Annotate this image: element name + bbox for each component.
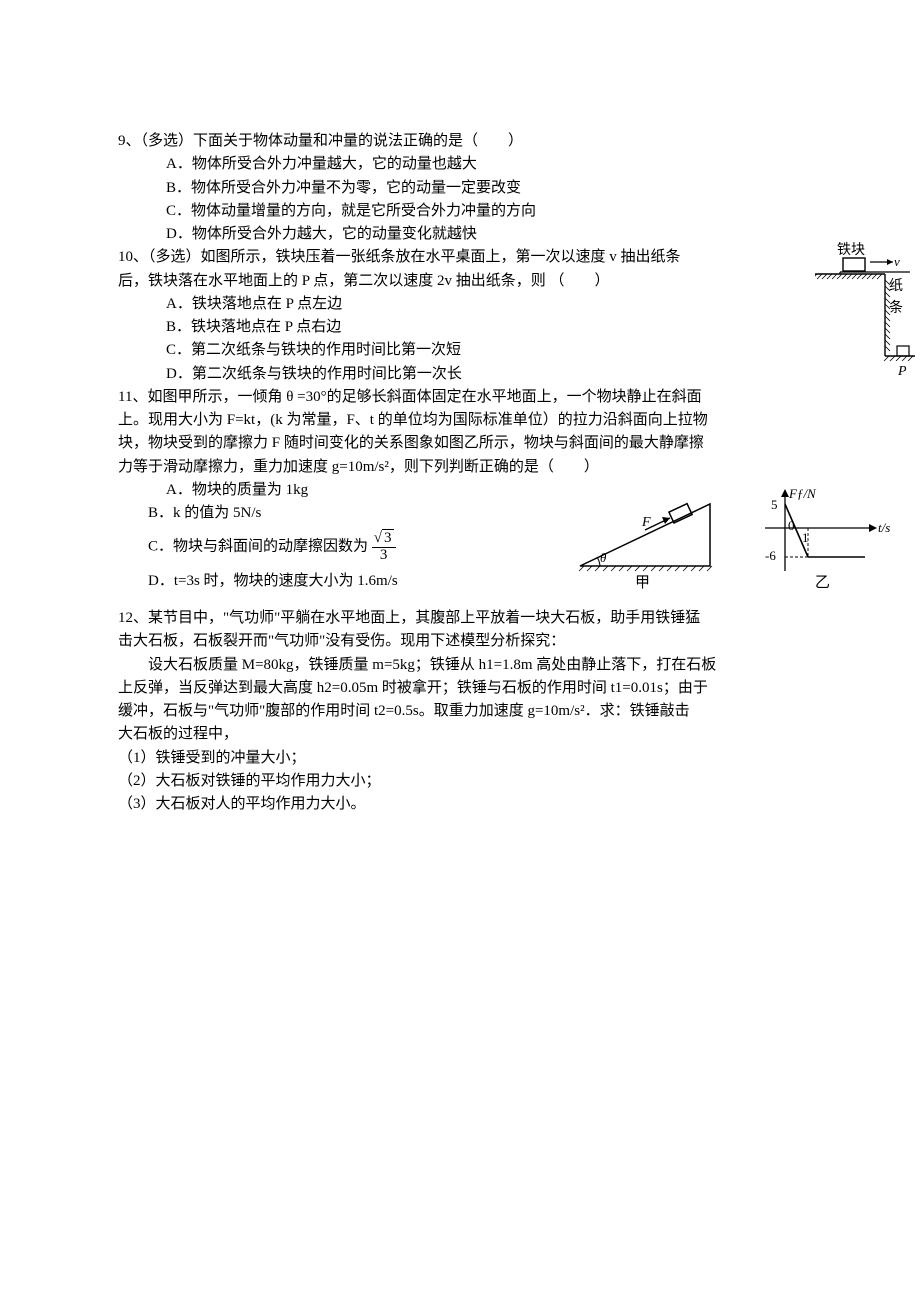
q12-sub2: （2）大石板对铁锤的平均作用力大小； (118, 770, 820, 793)
q11-fig-incline (570, 486, 725, 586)
q11-fig-left-caption: 甲 (635, 572, 650, 595)
q11-theta-label: θ (600, 548, 606, 568)
q9-options: A．物体所受合外力冲量越大，它的动量也越大 B．物体所受合外力冲量不为零，它的动… (118, 153, 820, 246)
q9-opt-d: D．物体所受合外力越大，它的动量变化就越快 (166, 223, 820, 246)
q10-number: 10、 (118, 249, 148, 265)
q11-xlabel: t/s (878, 518, 890, 538)
q12-para4: 大石板的过程中， (118, 723, 820, 746)
q11-stem2: 上。现用大小为 F=kt，(k 为常量，F、t 的单位均为国际标准单位）的拉力沿… (118, 409, 820, 432)
q10-tag: （多选） (148, 249, 201, 265)
q11-fig-right-caption: 乙 (815, 572, 830, 595)
q11-ybottom: -6 (765, 546, 776, 566)
q9-opt-c: C．物体动量增量的方向，就是它所受合外力冲量的方向 (166, 200, 820, 223)
question-9: 9、（多选）下面关于物体动量和冲量的说法正确的是（ ） A．物体所受合外力冲量越… (118, 130, 820, 246)
q11-text1: 如图甲所示，一倾角 θ =30°的足够长斜面体固定在水平地面上，一个物块静止在斜… (147, 389, 701, 405)
q11-origin: 0 (788, 516, 795, 536)
q11-opt-c-frac: √3 3 (372, 531, 396, 564)
q12-stem2: 击大石板，石板裂开而"气功师"没有受伤。现用下述模型分析探究： (118, 630, 820, 653)
q10-v-label: v (894, 252, 900, 272)
q11-opt-c: C．物块与斜面间的动摩擦因数为 √3 3 (148, 531, 560, 564)
q9-stem: 9、（多选）下面关于物体动量和冲量的说法正确的是（ ） (118, 130, 820, 153)
q10-text1: 如图所示，铁块压着一张纸条放在水平桌面上，第一次以速度 v 抽出纸条 (201, 249, 681, 265)
q12-subquestions: （1）铁锤受到的冲量大小； （2）大石板对铁锤的平均作用力大小； （3）大石板对… (118, 747, 820, 817)
q11-opt-b: B．k 的值为 5N/s (148, 502, 560, 525)
q11-F-label: F (642, 512, 651, 534)
q12-sub3: （3）大石板对人的平均作用力大小。 (118, 793, 820, 816)
q10-stem-line2: 后，铁块落在水平地面上的 P 点，第二次以速度 2v 抽出纸条，则 （ ） (118, 270, 820, 293)
q10-strip-label: 纸条 (889, 276, 915, 319)
question-11: 11、如图甲所示，一倾角 θ =30°的足够长斜面体固定在水平地面上，一个物块静… (118, 386, 820, 593)
q11-stem3: 块，物块受到的摩擦力 F 随时间变化的关系图象如图乙所示，物块与斜面间的最大静摩… (118, 432, 820, 455)
q11-c-num: 3 (382, 529, 394, 546)
q11-number: 11、 (118, 389, 147, 405)
q10-opt-a: A．铁块落地点在 P 点左边 (166, 293, 820, 316)
q11-figures: F θ 甲 Fƒ/N t/s 5 0 1 -6 乙 (570, 486, 890, 606)
q11-xtick: 1 (802, 528, 809, 548)
q11-ytop: 5 (771, 495, 778, 515)
q12-sub1: （1）铁锤受到的冲量大小； (118, 747, 820, 770)
q12-text1: 某节目中，"气功师"平躺在水平地面上，其腹部上平放着一块大石板，助手用铁锤猛 (148, 610, 700, 626)
q11-opt-a: A．物块的质量为 1kg (166, 479, 560, 502)
q11-opt-d: D．t=3s 时，物块的速度大小为 1.6m/s (148, 570, 560, 593)
q9-text: 下面关于物体动量和冲量的说法正确的是（ ） (193, 133, 523, 149)
q12-stem: 12、某节目中，"气功师"平躺在水平地面上，其腹部上平放着一块大石板，助手用铁锤… (118, 607, 820, 630)
q11-ylabel: Fƒ/N (789, 484, 816, 504)
q12-para2: 上反弹，当反弹达到最大高度 h2=0.05m 时被拿开；铁锤与石板的作用时间 t… (118, 677, 820, 700)
q11-opt-c-pre: C．物块与斜面间的动摩擦因数为 (148, 539, 368, 555)
q11-stem4: 力等于滑动摩擦力，重力加速度 g=10m/s²，则下列判断正确的是（ ） (118, 456, 820, 479)
q12-para1: 设大石板质量 M=80kg，铁锤质量 m=5kg；铁锤从 h1=1.8m 高处由… (118, 654, 820, 677)
question-12: 12、某节目中，"气功师"平躺在水平地面上，其腹部上平放着一块大石板，助手用铁锤… (118, 607, 820, 816)
q10-opt-b: B．铁块落地点在 P 点右边 (166, 316, 820, 339)
q10-opt-c: C．第二次纸条与铁块的作用时间比第一次短 (166, 339, 820, 362)
q10-block-label: 铁块 (837, 240, 865, 262)
question-10: 10、（多选）如图所示，铁块压着一张纸条放在水平桌面上，第一次以速度 v 抽出纸… (118, 246, 820, 386)
q9-tag: （多选） (141, 133, 194, 149)
q10-options: A．铁块落地点在 P 点左边 B．铁块落地点在 P 点右边 C．第二次纸条与铁块… (118, 293, 820, 386)
q11-c-den: 3 (372, 548, 396, 564)
q9-opt-b: B．物体所受合外力冲量不为零，它的动量一定要改变 (166, 177, 820, 200)
q10-opt-d: D．第二次纸条与铁块的作用时间比第一次长 (166, 363, 820, 386)
q10-p-label: P (898, 361, 907, 383)
q9-number: 9、 (118, 133, 141, 149)
q10-figure: 铁块 v 纸条 P (815, 244, 915, 392)
q9-opt-a: A．物体所受合外力冲量越大，它的动量也越大 (166, 153, 820, 176)
q12-para3: 缓冲，石板与"气功师"腹部的作用时间 t2=0.5s。取重力加速度 g=10m/… (118, 700, 820, 723)
q12-number: 12、 (118, 610, 148, 626)
q11-stem: 11、如图甲所示，一倾角 θ =30°的足够长斜面体固定在水平地面上，一个物块静… (118, 386, 820, 409)
q10-stem-line1: 10、（多选）如图所示，铁块压着一张纸条放在水平桌面上，第一次以速度 v 抽出纸… (118, 246, 820, 269)
